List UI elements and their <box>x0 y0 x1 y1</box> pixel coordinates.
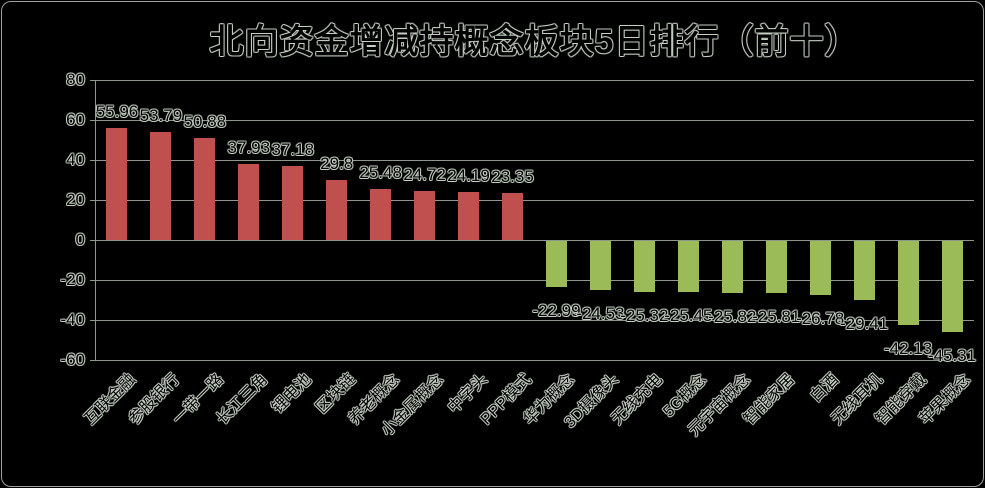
gridline <box>95 360 974 361</box>
y-tick-label: -40 <box>60 310 85 329</box>
bar-value-label: -42.13 <box>883 339 933 359</box>
bar-value-label: 37.93 <box>227 138 271 158</box>
bar-value-label: 24.72 <box>403 164 446 184</box>
bar-value-label: 24.19 <box>447 165 490 185</box>
y-tick-label: 80 <box>66 70 85 89</box>
bar-value-label: -25.82 <box>708 306 757 326</box>
bar-positive <box>106 128 128 240</box>
bar-value-label: -25.32 <box>620 305 669 325</box>
bar-positive <box>458 191 480 240</box>
y-axis-tick <box>90 160 95 161</box>
bar-value-label: 29.8 <box>320 154 354 174</box>
bar-positive <box>282 165 304 240</box>
bar-value-label: 55.96 <box>95 102 139 122</box>
y-tick-label: 0 <box>75 230 85 249</box>
bar-value-label: -26.78 <box>796 308 845 328</box>
y-axis-tick <box>90 80 95 81</box>
gridline <box>95 160 974 161</box>
bar-negative <box>633 241 655 292</box>
bar-value-label: 23.35 <box>491 167 534 187</box>
bar-value-label: -22.99 <box>532 300 581 320</box>
bar-positive <box>150 132 172 240</box>
bar-positive <box>194 138 216 240</box>
y-axis-line <box>95 80 96 360</box>
chart-title: 北向资金增减持概念板块5日排行（前十） <box>209 23 860 61</box>
bar-positive <box>370 189 392 240</box>
y-tick-label: -20 <box>60 270 85 289</box>
y-tick-label: 40 <box>66 150 85 169</box>
y-tick-label: 60 <box>66 110 85 129</box>
bar-negative <box>765 241 787 293</box>
bar-negative <box>721 241 743 293</box>
y-axis-tick <box>90 240 95 241</box>
gridline <box>95 280 974 281</box>
bar-negative <box>545 241 567 287</box>
y-axis-tick <box>90 360 95 361</box>
y-tick-label: -60 <box>60 350 85 369</box>
bar-value-label: 37.18 <box>271 139 315 159</box>
gridline <box>95 200 974 201</box>
bar-value-label: -25.45 <box>664 305 713 325</box>
gridline <box>95 240 974 241</box>
y-axis-tick <box>90 120 95 121</box>
bar-negative <box>941 241 963 332</box>
bar-value-label: -45.31 <box>927 345 977 365</box>
gridline <box>95 320 974 321</box>
bar-negative <box>677 241 699 292</box>
y-axis-tick <box>90 280 95 281</box>
bar-positive <box>326 180 348 240</box>
y-tick-label: 20 <box>66 190 85 209</box>
bar-value-label: 50.88 <box>183 112 227 132</box>
gridline <box>95 120 974 121</box>
bar-value-label: 53.79 <box>139 106 183 126</box>
bar-positive <box>414 190 436 240</box>
bar-positive <box>238 164 260 240</box>
y-axis-tick <box>90 200 95 201</box>
bar-value-label: -24.53 <box>576 304 625 324</box>
bar-value-label: 25.48 <box>359 163 402 183</box>
gridline <box>95 80 974 81</box>
bar-negative <box>853 241 875 300</box>
bar-value-label: -29.41 <box>840 313 889 333</box>
bar-value-label: -25.81 <box>752 306 801 326</box>
bar-positive <box>502 193 524 240</box>
bar-negative <box>809 241 831 295</box>
y-axis-tick <box>90 320 95 321</box>
bar-negative <box>897 241 919 326</box>
bar-negative <box>589 241 611 291</box>
